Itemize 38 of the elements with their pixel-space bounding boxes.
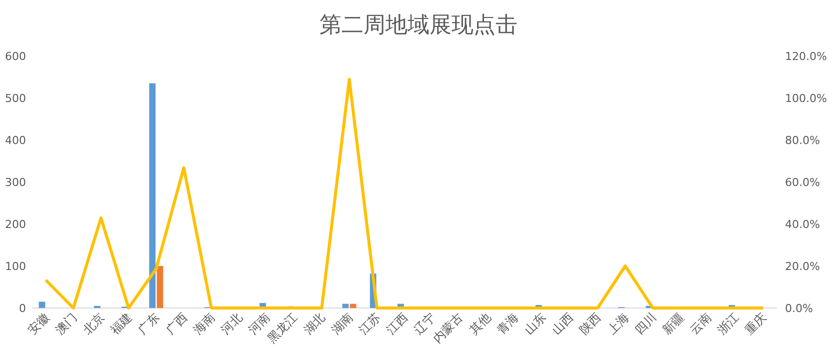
x-tick-label: 浙江: [714, 310, 742, 338]
y2-tick-label: 0.0%: [785, 302, 813, 315]
y-tick-label: 300: [5, 176, 26, 189]
x-tick-label: 陕西: [576, 310, 604, 338]
y-tick-label: 0: [19, 302, 26, 315]
x-tick-label: 广东: [135, 310, 162, 338]
x-tick-label: 山西: [549, 310, 576, 338]
y-tick-label: 500: [5, 92, 26, 105]
x-tick-label: 北京: [80, 310, 108, 338]
x-tick-label: 澳门: [52, 310, 80, 338]
y-tick-label: 100: [5, 260, 26, 273]
x-tick-label: 湖北: [300, 310, 328, 338]
y2-tick-label: 60.0%: [785, 176, 820, 189]
x-tick-label: 广西: [163, 310, 190, 338]
y-tick-label: 400: [5, 134, 26, 147]
x-tick-label: 海南: [190, 310, 218, 338]
x-tick-label: 云南: [687, 310, 714, 338]
x-tick-label: 重庆: [742, 310, 770, 338]
x-tick-label: 上海: [604, 310, 632, 338]
x-tick-label: 青海: [494, 310, 521, 338]
y2-tick-label: 100.0%: [785, 92, 827, 105]
x-tick-label: 四川: [632, 310, 659, 338]
x-tick-label: 其他: [466, 310, 494, 338]
y-tick-label: 200: [5, 218, 26, 231]
x-tick-label: 山东: [522, 310, 549, 338]
x-tick-label: 安徽: [25, 310, 52, 338]
x-tick-label: 新疆: [660, 310, 687, 338]
x-tick-label: 福建: [108, 310, 135, 338]
y2-tick-label: 120.0%: [785, 50, 827, 63]
x-tick-label: 河北: [218, 310, 246, 338]
x-tick-label: 湖南: [328, 310, 356, 338]
y-tick-label: 600: [5, 50, 26, 63]
y2-tick-label: 20.0%: [785, 260, 820, 273]
y2-tick-label: 40.0%: [785, 218, 820, 231]
chart-title: 第二周地域展现点击: [320, 13, 518, 38]
x-tick-label: 江西: [384, 310, 411, 338]
x-tick-label: 江苏: [356, 310, 384, 338]
y2-tick-label: 80.0%: [785, 134, 820, 147]
